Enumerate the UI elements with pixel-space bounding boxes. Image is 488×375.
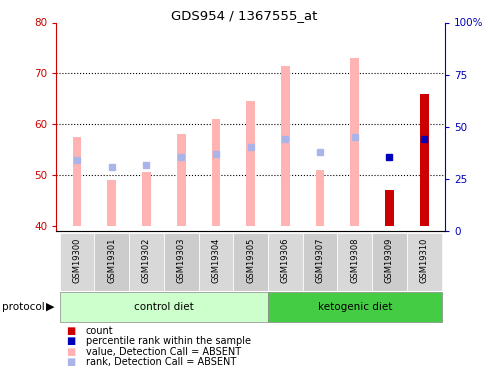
Bar [302,232,337,291]
Text: GSM19310: GSM19310 [419,237,428,282]
Bar [246,101,254,225]
Text: GSM19305: GSM19305 [245,237,255,282]
Text: ■: ■ [66,347,75,357]
Text: value, Detection Call = ABSENT: value, Detection Call = ABSENT [85,347,240,357]
Bar [73,137,81,225]
Text: protocol: protocol [2,302,45,312]
Bar [315,170,324,225]
Text: GSM19307: GSM19307 [315,237,324,283]
Text: GSM19308: GSM19308 [349,237,359,283]
Text: percentile rank within the sample: percentile rank within the sample [85,336,250,346]
Text: GSM19303: GSM19303 [176,237,185,283]
Text: GSM19306: GSM19306 [280,237,289,283]
Bar [129,232,163,291]
Text: GSM19304: GSM19304 [211,237,220,282]
Text: control diet: control diet [134,302,193,312]
Bar [267,292,441,322]
Text: GSM19302: GSM19302 [142,237,151,282]
Text: ■: ■ [66,357,75,367]
Bar [350,58,358,225]
Text: ■: ■ [66,336,75,346]
Bar [94,232,129,291]
Bar [337,232,371,291]
Bar [419,94,427,225]
Bar [177,134,185,225]
Bar [60,232,94,291]
Text: ■: ■ [66,326,75,336]
Text: GSM19300: GSM19300 [72,237,81,282]
Bar [198,232,233,291]
Text: GSM19309: GSM19309 [384,237,393,282]
Bar [142,172,150,225]
Text: ketogenic diet: ketogenic diet [317,302,391,312]
Text: rank, Detection Call = ABSENT: rank, Detection Call = ABSENT [85,357,235,367]
Bar [60,292,267,322]
Bar [163,232,198,291]
Text: GDS954 / 1367555_at: GDS954 / 1367555_at [171,9,317,22]
Bar [267,232,302,291]
Bar [233,232,267,291]
Bar [406,232,441,291]
Bar [281,66,289,225]
Bar [211,119,220,225]
Text: GSM19301: GSM19301 [107,237,116,282]
Bar [385,190,393,225]
Bar [371,232,406,291]
Bar [107,180,116,225]
Text: count: count [85,326,113,336]
Text: ▶: ▶ [45,302,54,312]
